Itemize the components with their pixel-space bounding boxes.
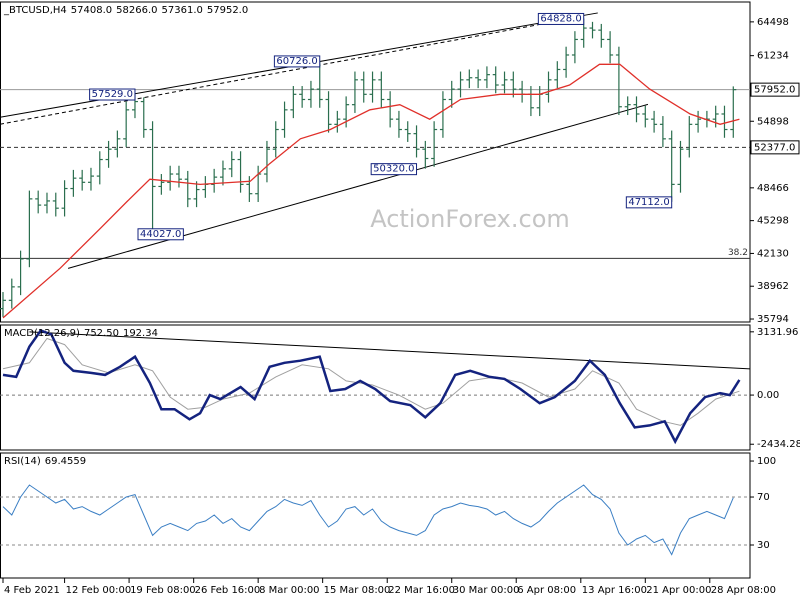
annotation-label: 60726.0 bbox=[276, 56, 317, 67]
annotation-box bbox=[370, 163, 418, 176]
y-tick-label: 0.00 bbox=[757, 390, 779, 401]
signal-line bbox=[2, 337, 740, 426]
panel-header: _BTCUSD,H4 57408.0 58266.0 57361.0 57952.0 bbox=[3, 5, 248, 16]
level-label: 38.2 bbox=[728, 248, 748, 258]
y-tick-label: 100 bbox=[757, 456, 776, 467]
header-value: 57408.0 bbox=[71, 5, 112, 16]
panel-frame bbox=[0, 452, 751, 579]
annotation-box bbox=[137, 228, 184, 241]
trend-line bbox=[0, 17, 575, 125]
y-tick-label: 54898 bbox=[757, 116, 789, 127]
trend-line bbox=[29, 331, 751, 370]
annotation-box bbox=[537, 12, 585, 25]
x-tick-label: 28 Apr 08:00 bbox=[711, 585, 776, 596]
header-value: 57952.0 bbox=[207, 5, 248, 16]
x-tick-label: 21 Apr 00:00 bbox=[646, 585, 711, 596]
annotation-box bbox=[625, 196, 673, 209]
trend-line bbox=[67, 103, 649, 269]
annotation-label: 64828.0 bbox=[540, 13, 581, 24]
header-value: 58266.0 bbox=[116, 5, 157, 16]
moving-average bbox=[2, 63, 740, 319]
price-box bbox=[750, 82, 800, 97]
annotation-label: 57529.0 bbox=[92, 89, 133, 100]
y-tick-label: 3131.96 bbox=[757, 327, 798, 338]
y-tick-label: 42130 bbox=[757, 248, 789, 259]
price-box bbox=[750, 140, 800, 155]
macd-line bbox=[2, 328, 741, 445]
header-value: 752.50 bbox=[84, 328, 119, 339]
annotation-label: 47112.0 bbox=[628, 197, 669, 208]
y-tick-label: 30 bbox=[757, 540, 770, 551]
indicator-name: RSI(14) bbox=[4, 456, 41, 467]
panel-frame bbox=[0, 1, 751, 323]
panel-header: MACD(12,26,9) 752.50 192.34 bbox=[4, 328, 158, 339]
y-tick-label: 38962 bbox=[757, 281, 789, 292]
y-tick-label: 48466 bbox=[757, 183, 789, 194]
annotation-box bbox=[89, 88, 136, 101]
x-tick-label: 4 Feb 2021 bbox=[4, 585, 60, 596]
y-tick-label: 64498 bbox=[757, 17, 789, 28]
panel-header: RSI(14) 69.4559 bbox=[4, 456, 86, 467]
x-tick-label: 19 Feb 08:00 bbox=[130, 585, 196, 596]
y-tick-label: 45298 bbox=[757, 216, 789, 227]
panel-frame bbox=[0, 324, 751, 451]
watermark: ActionForex.com bbox=[370, 205, 570, 233]
indicator-name: _BTCUSD,H4 bbox=[3, 5, 67, 16]
price-box-label: 52377.0 bbox=[754, 142, 795, 153]
y-tick-label: 70 bbox=[757, 492, 770, 503]
y-tick-label: 35794 bbox=[757, 314, 789, 325]
header-value: 192.34 bbox=[123, 328, 158, 339]
rsi-line bbox=[2, 484, 734, 556]
x-tick-label: 22 Mar 16:00 bbox=[388, 585, 455, 596]
header-value: 57361.0 bbox=[162, 5, 203, 16]
x-tick-label: 30 Mar 00:00 bbox=[453, 585, 520, 596]
x-tick-label: 26 Feb 16:00 bbox=[195, 585, 261, 596]
header-value: 69.4559 bbox=[45, 456, 86, 467]
x-tick-label: 6 Apr 08:00 bbox=[517, 585, 576, 596]
y-tick-label: -2434.28 bbox=[757, 439, 800, 450]
x-tick-label: 15 Mar 08:00 bbox=[324, 585, 391, 596]
annotation-box bbox=[273, 55, 321, 68]
x-tick-label: 12 Feb 00:00 bbox=[66, 585, 132, 596]
annotation-label: 44027.0 bbox=[140, 229, 181, 240]
indicator-name: MACD(12,26,9) bbox=[4, 328, 80, 339]
price-box-label: 57952.0 bbox=[754, 85, 795, 96]
x-tick-label: 13 Apr 16:00 bbox=[582, 585, 647, 596]
y-tick-label: 61234 bbox=[757, 51, 789, 62]
annotation-label: 50320.0 bbox=[373, 164, 414, 175]
x-tick-label: 8 Mar 00:00 bbox=[259, 585, 319, 596]
